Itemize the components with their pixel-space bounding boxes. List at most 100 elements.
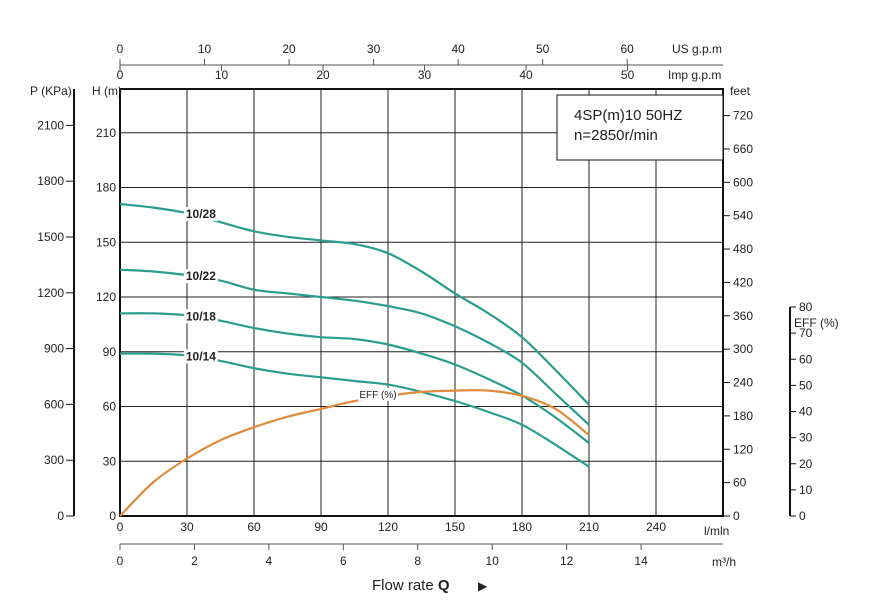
- flow-rate-title: Flow rate Q: [372, 577, 450, 594]
- feet-tick-label: 720: [733, 109, 753, 123]
- chart-subtitle: n=2850r/min: [574, 127, 658, 144]
- feet-tick-label: 60: [733, 476, 747, 490]
- pressure-tick-label: 0: [57, 509, 64, 523]
- eff-axis-title: EFF (%): [794, 316, 839, 330]
- feet-tick-label: 180: [733, 409, 753, 423]
- x-tick-label: 150: [445, 520, 465, 534]
- us-gpm-tick-label: 10: [198, 42, 212, 56]
- y-tick-label: 90: [103, 345, 117, 359]
- feet-tick-label: 120: [733, 442, 753, 456]
- flow-arrow-icon: ▶: [478, 579, 488, 593]
- feet-tick-label: 240: [733, 376, 753, 390]
- y-tick-label: 120: [96, 290, 116, 304]
- imp-gpm-tick-label: 30: [418, 68, 432, 82]
- eff-tick-label: 80: [799, 300, 813, 314]
- y-tick-label: 30: [103, 454, 117, 468]
- pressure-tick-label: 1800: [37, 174, 64, 188]
- series-layer: 10/28 10/22 10/18 10/14 EFF (%): [119, 202, 590, 517]
- eff-tick-label: 10: [799, 483, 813, 497]
- series-label-10-22: 10/22: [186, 269, 216, 283]
- m3h-axis-title: m³/h: [712, 555, 736, 569]
- y-tick-label: 0: [109, 509, 116, 523]
- us-gpm-axis-title: US g.p.m: [672, 42, 722, 56]
- x-tick-label: 30: [180, 520, 194, 534]
- eff-tick-label: 70: [799, 326, 813, 340]
- series-label-bg: [183, 349, 218, 364]
- series-label-bg: [183, 309, 218, 324]
- y-tick-label: 150: [96, 235, 116, 249]
- imp-gpm-axis-title: Imp g.p.m: [668, 68, 721, 82]
- series-label-10-18: 10/18: [186, 309, 216, 323]
- plot-frame: [119, 88, 724, 517]
- imp-gpm-tick-label: 40: [519, 68, 533, 82]
- y-tick-label: 210: [96, 126, 116, 140]
- series-label-bg: [183, 207, 218, 222]
- flow-rate-symbol: Q: [438, 577, 450, 594]
- imp-gpm-tick-label: 20: [316, 68, 330, 82]
- pressure-tick-label: 2100: [37, 118, 64, 132]
- eff-tick-label: 60: [799, 352, 813, 366]
- us-gpm-tick-label: 50: [536, 42, 550, 56]
- eff-tick-label: 40: [799, 405, 813, 419]
- m3h-tick-label: 2: [191, 554, 198, 568]
- lpm-axis-title: l/mln: [704, 524, 729, 538]
- y-tick-label: 60: [103, 400, 117, 414]
- us-gpm-tick-label: 40: [451, 42, 465, 56]
- us-gpm-tick-label: 60: [621, 42, 635, 56]
- x-tick-label: 0: [117, 520, 124, 534]
- m3h-tick-label: 6: [340, 554, 347, 568]
- feet-tick-label: 600: [733, 175, 753, 189]
- series-label-10-14: 10/14: [186, 349, 216, 363]
- series-label-eff: EFF (%): [359, 390, 396, 401]
- x-tick-label: 210: [579, 520, 599, 534]
- series-line-10-28: [119, 202, 590, 406]
- imp-gpm-tick-label: 10: [215, 68, 229, 82]
- series-label-10-28: 10/28: [186, 207, 216, 221]
- series-line-eff: [119, 389, 590, 517]
- m3h-tick-label: 10: [486, 554, 500, 568]
- chart-title: 4SP(m)10 50HZ: [574, 107, 682, 124]
- us-gpm-tick-label: 20: [282, 42, 296, 56]
- pressure-tick-label: 300: [44, 453, 64, 467]
- feet-tick-label: 0: [733, 509, 740, 523]
- pressure-axis-title: P (KPa): [30, 84, 72, 98]
- x-tick-label: 60: [247, 520, 261, 534]
- x-tick-label: 120: [378, 520, 398, 534]
- grid-lines: [120, 89, 723, 516]
- feet-tick-label: 540: [733, 209, 753, 223]
- eff-tick-label: 50: [799, 378, 813, 392]
- feet-tick-label: 660: [733, 142, 753, 156]
- eff-label-bg: [358, 387, 398, 401]
- eff-tick-label: 30: [799, 431, 813, 445]
- x-tick-label: 180: [512, 520, 532, 534]
- eff-tick-label: 0: [799, 509, 806, 523]
- flow-rate-label: Flow rate: [372, 577, 434, 594]
- pressure-tick-label: 900: [44, 342, 64, 356]
- series-line-10-14: [119, 352, 590, 468]
- x-tick-label: 240: [646, 520, 666, 534]
- m3h-tick-label: 8: [414, 554, 421, 568]
- feet-tick-label: 420: [733, 275, 753, 289]
- eff-tick-label: 20: [799, 457, 813, 471]
- feet-tick-label: 360: [733, 309, 753, 323]
- us-gpm-tick-label: 0: [117, 42, 124, 56]
- us-gpm-tick-label: 30: [367, 42, 381, 56]
- feet-axis-title: feet: [730, 84, 751, 98]
- m3h-tick-label: 4: [266, 554, 273, 568]
- feet-tick-label: 300: [733, 342, 753, 356]
- axes-layer: 0 30 60 90 120 150 180 210 240030609012015018021…: [37, 42, 812, 568]
- m3h-tick-label: 0: [117, 554, 124, 568]
- y-tick-label: 180: [96, 181, 116, 195]
- imp-gpm-tick-label: 50: [621, 68, 635, 82]
- pressure-tick-label: 600: [44, 397, 64, 411]
- imp-gpm-tick-label: 0: [117, 68, 124, 82]
- pressure-tick-label: 1500: [37, 230, 64, 244]
- m3h-tick-label: 12: [560, 554, 574, 568]
- series-label-bg: [183, 269, 218, 284]
- feet-tick-label: 480: [733, 242, 753, 256]
- info-box: [556, 94, 724, 161]
- pressure-tick-label: 1200: [37, 286, 64, 300]
- head-axis-title: H (m): [92, 84, 122, 98]
- m3h-tick-label: 14: [634, 554, 648, 568]
